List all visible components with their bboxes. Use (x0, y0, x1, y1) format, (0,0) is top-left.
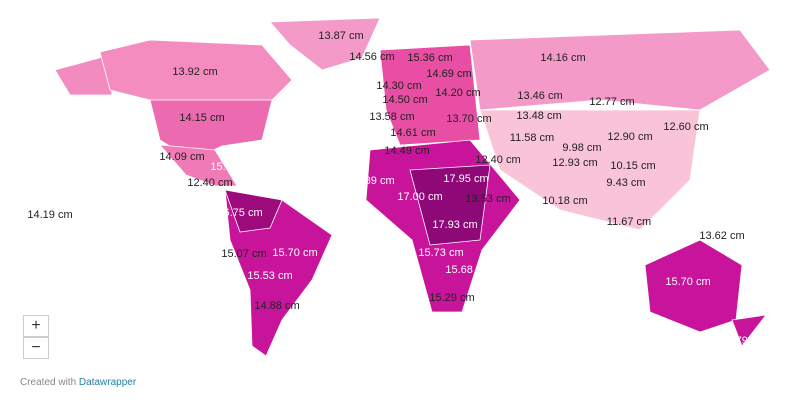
south-america (224, 189, 333, 357)
region-label: 15.53 cm (247, 270, 292, 282)
region-label: 14.49 cm (384, 145, 429, 157)
region-label: 11.67 cm (607, 216, 651, 228)
world-map: 13.87 cm 14.56 cm 15.36 cm 14.69 cm 13.92 cm… (27, 17, 771, 357)
region-label: 15.70 cm (665, 276, 710, 288)
region-label: 15.36 cm (407, 52, 452, 64)
region-label: 15.89 cm (349, 175, 394, 187)
region-label: 13.48 cm (516, 110, 561, 122)
asia (479, 109, 701, 231)
region-label: 12.60 cm (663, 121, 708, 133)
region-label: 9.98 cm (562, 142, 601, 154)
region-label: 15.87 cm (210, 161, 255, 173)
region-label: 13.46 cm (517, 90, 562, 102)
region-label: 15.68 cm (445, 264, 490, 276)
region-label: 14.16 cm (540, 52, 585, 64)
region-label: 12.40 cm (187, 177, 232, 189)
region-label: 14.50 cm (382, 94, 427, 106)
region-label: 12.90 cm (607, 131, 652, 143)
region-label: 12.77 cm (589, 96, 634, 108)
north-andes (224, 189, 283, 233)
footer-text: Created with (20, 377, 77, 388)
region-label: 14.30 cm (376, 80, 421, 92)
region-label: 14.09 cm (159, 151, 204, 163)
europe (379, 44, 481, 146)
region-label: 13.58 cm (369, 111, 414, 123)
footer: Created with Datawrapper (20, 377, 136, 388)
region-label: 14.69 cm (426, 68, 471, 80)
region-label: 17.95 cm (443, 173, 488, 185)
mexico (159, 144, 238, 187)
greenland (269, 17, 381, 71)
canada (99, 39, 293, 101)
region-label: 12.93 cm (552, 157, 597, 169)
usa (149, 99, 273, 161)
region-label: 13.87 cm (318, 30, 363, 42)
region-label: 14.20 cm (435, 87, 480, 99)
region-label: 14.19 cm (27, 209, 72, 221)
region-label: 13.62 cm (699, 230, 744, 242)
region-label: 17.93 cm (432, 219, 477, 231)
region-label: 15.73 cm (418, 247, 463, 259)
region-label: 17.00 cm (397, 191, 442, 203)
region-label: 9.43 cm (606, 177, 645, 189)
alaska (54, 54, 113, 96)
region-label: 16.75 cm (217, 207, 262, 219)
new-zealand (731, 314, 767, 347)
region-label: 10.18 cm (542, 195, 587, 207)
region-label: 15.07 cm (221, 248, 266, 260)
region-label: 14.88 cm (254, 300, 299, 312)
central-africa (409, 164, 491, 246)
zoom-out[interactable]: − (23, 337, 49, 359)
region-label: 12.40 cm (475, 154, 520, 166)
region-label: 15.29 cm (429, 292, 474, 304)
region-label: 15.70 cm (272, 247, 317, 259)
region-label: 14.56 cm (349, 51, 394, 63)
region-label: 13.53 cm (465, 193, 510, 205)
zoom-in[interactable]: + (23, 315, 49, 337)
region-label: 13.70 cm (446, 113, 491, 125)
region-label: 13.92 cm (172, 66, 217, 78)
region-label: 14.61 cm (390, 127, 435, 139)
region-label: 14.15 cm (179, 112, 224, 124)
countries (54, 17, 771, 357)
region-label: 11.58 cm (510, 132, 554, 144)
datawrapper-link[interactable]: Datawrapper (78, 377, 137, 388)
region-label: 15.79 cm (720, 335, 765, 347)
region-label: 10.15 cm (610, 160, 655, 172)
